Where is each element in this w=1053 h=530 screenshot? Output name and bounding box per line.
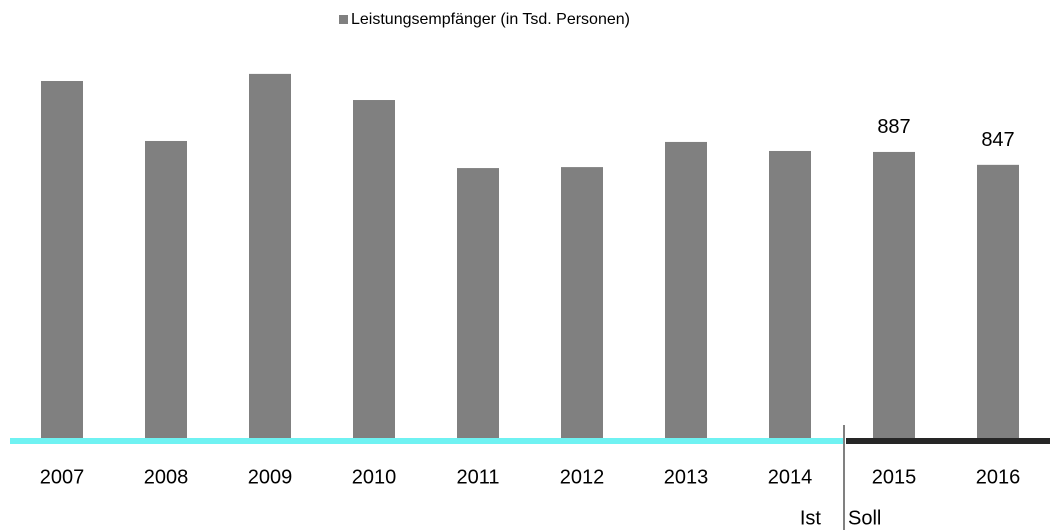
bar: [873, 151, 915, 438]
bar: [561, 167, 603, 438]
data-label: 847: [981, 129, 1014, 151]
segment-axis: [10, 438, 843, 444]
x-tick-label: 2014: [768, 466, 813, 488]
x-tick-label: 2016: [976, 466, 1021, 488]
x-tick-label: 2009: [248, 466, 293, 488]
x-tick-label: 2007: [40, 466, 85, 488]
x-tick-label: 2012: [560, 466, 605, 488]
bar: [769, 150, 811, 438]
bar: [249, 73, 291, 439]
x-tick-label: 2013: [664, 466, 709, 488]
bar: [665, 141, 707, 438]
bar: [353, 100, 395, 439]
segment-label: Ist: [800, 507, 822, 529]
segment-axis: [846, 438, 1050, 444]
legend-label: Leistungsempfänger (in Tsd. Personen): [351, 11, 630, 28]
bar: [457, 168, 499, 438]
bar: [977, 164, 1019, 438]
x-tick-label: 2010: [352, 466, 397, 488]
x-tick-label: 2008: [144, 466, 189, 488]
x-tick-label: 2015: [872, 466, 917, 488]
legend-swatch: [339, 15, 348, 24]
x-tick-label: 2011: [456, 466, 499, 488]
segment-label: Soll: [848, 507, 881, 529]
bar: [41, 80, 83, 439]
bar: [145, 140, 187, 439]
data-label: 887: [877, 116, 910, 138]
